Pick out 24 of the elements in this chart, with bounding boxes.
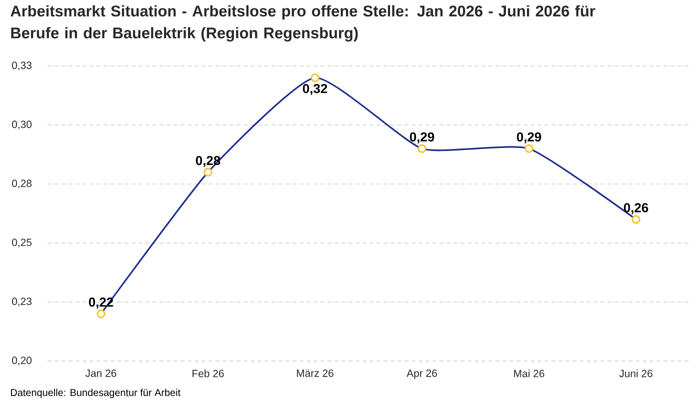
data-label: 0,29 — [516, 132, 542, 144]
y-tick-label: 0,30 — [12, 120, 32, 130]
data-label: 0,29 — [410, 132, 434, 144]
y-tick-label: 0,20 — [12, 356, 32, 366]
point — [632, 215, 640, 224]
point — [310, 73, 320, 82]
x-tick-label: Jan 26 — [85, 370, 116, 377]
point — [524, 144, 534, 153]
point — [96, 310, 106, 318]
x-tick-label: Apr 26 — [406, 370, 437, 379]
y-tick-label: 0,33 — [12, 62, 32, 70]
y-tick-label: 0,28 — [12, 180, 32, 188]
x-tick-label: Feb 26 — [192, 370, 224, 378]
chart-title: Arbeitsmarkt Situation - Arbeitslose pro offene Stelle: Jan 2026 - Juni 2026 für Berufe in der Bauelektrik (Region Regensburg) — [10, 5, 596, 42]
y-tick-label: 0,23 — [12, 298, 32, 306]
data-label: 0,32 — [302, 84, 328, 96]
x-tick-label: Mai 26 — [514, 370, 544, 378]
y-tick-label: 0,25 — [12, 238, 32, 248]
point — [418, 144, 426, 153]
point — [204, 168, 212, 176]
x-tick-label: März 26 — [296, 370, 334, 377]
data-label: 0,26 — [624, 203, 648, 214]
x-tick-label: Juni 26 — [619, 370, 652, 378]
text: Datenquelle: Bundesagentur für Arbeit — [11, 388, 181, 398]
